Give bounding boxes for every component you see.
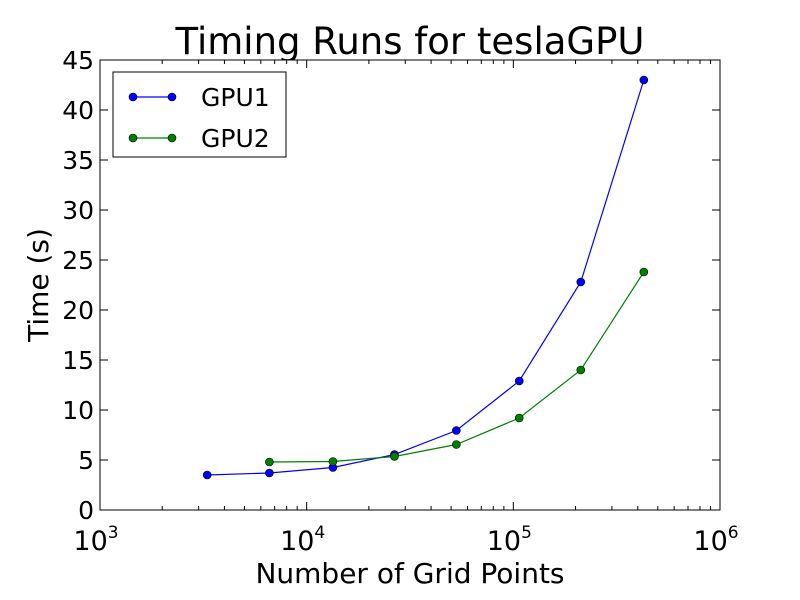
series-1-point [265, 468, 274, 478]
x-tick-label: 106 [693, 523, 738, 557]
legend-marker [128, 133, 138, 143]
series-1-point [514, 376, 524, 386]
plot-frame [99, 59, 721, 511]
x-tick-base: 10 [73, 526, 107, 557]
y-tick-label: 0 [78, 496, 94, 525]
series-2-point [328, 457, 338, 466]
series-2-point [514, 413, 524, 423]
x-axis-label: Number of Grid Points [255, 557, 564, 590]
x-tick-exponent: 3 [108, 523, 119, 543]
series-line-1 [207, 79, 645, 476]
chart-title: Timing Runs for teslaGPU [175, 20, 645, 63]
x-tick-exponent: 6 [728, 523, 739, 543]
y-tick-label: 10 [62, 396, 94, 425]
legend-marker [167, 133, 177, 143]
x-tick-exponent: 4 [314, 523, 325, 543]
x-tick-label: 103 [73, 523, 118, 557]
legend-box [112, 71, 287, 158]
y-axis-label: Time (s) [22, 228, 55, 343]
series-2-point [390, 452, 399, 461]
y-tick-label: 35 [62, 146, 94, 175]
series-1-point [639, 75, 649, 85]
series-2-point [452, 440, 461, 449]
y-tick-label: 20 [62, 296, 94, 325]
y-tick-label: 45 [62, 46, 94, 75]
series-1-point [452, 426, 461, 435]
x-tick-label: 104 [280, 523, 325, 557]
legend-label: GPU2 [201, 124, 270, 153]
x-tick-exponent: 5 [521, 523, 532, 543]
legend-marker [128, 92, 138, 102]
y-tick-label: 5 [78, 446, 94, 475]
series-2-point [639, 267, 649, 277]
series-1-point [576, 277, 586, 287]
y-tick-label: 25 [62, 246, 94, 275]
series-2-point [576, 365, 586, 375]
y-tick-label: 30 [62, 196, 94, 225]
y-tick-label: 15 [62, 346, 94, 375]
x-tick-base: 10 [280, 526, 314, 557]
x-tick-base: 10 [693, 526, 727, 557]
legend-marker [167, 92, 177, 102]
series-layer [202, 75, 649, 480]
x-tick-label: 105 [487, 523, 532, 557]
series-1-point [202, 470, 212, 480]
x-tick-base: 10 [487, 526, 521, 557]
legend: GPU1 GPU2 [112, 71, 287, 158]
y-tick-label: 40 [62, 96, 94, 125]
series-2-point [265, 457, 274, 467]
legend-label: GPU1 [201, 83, 270, 112]
